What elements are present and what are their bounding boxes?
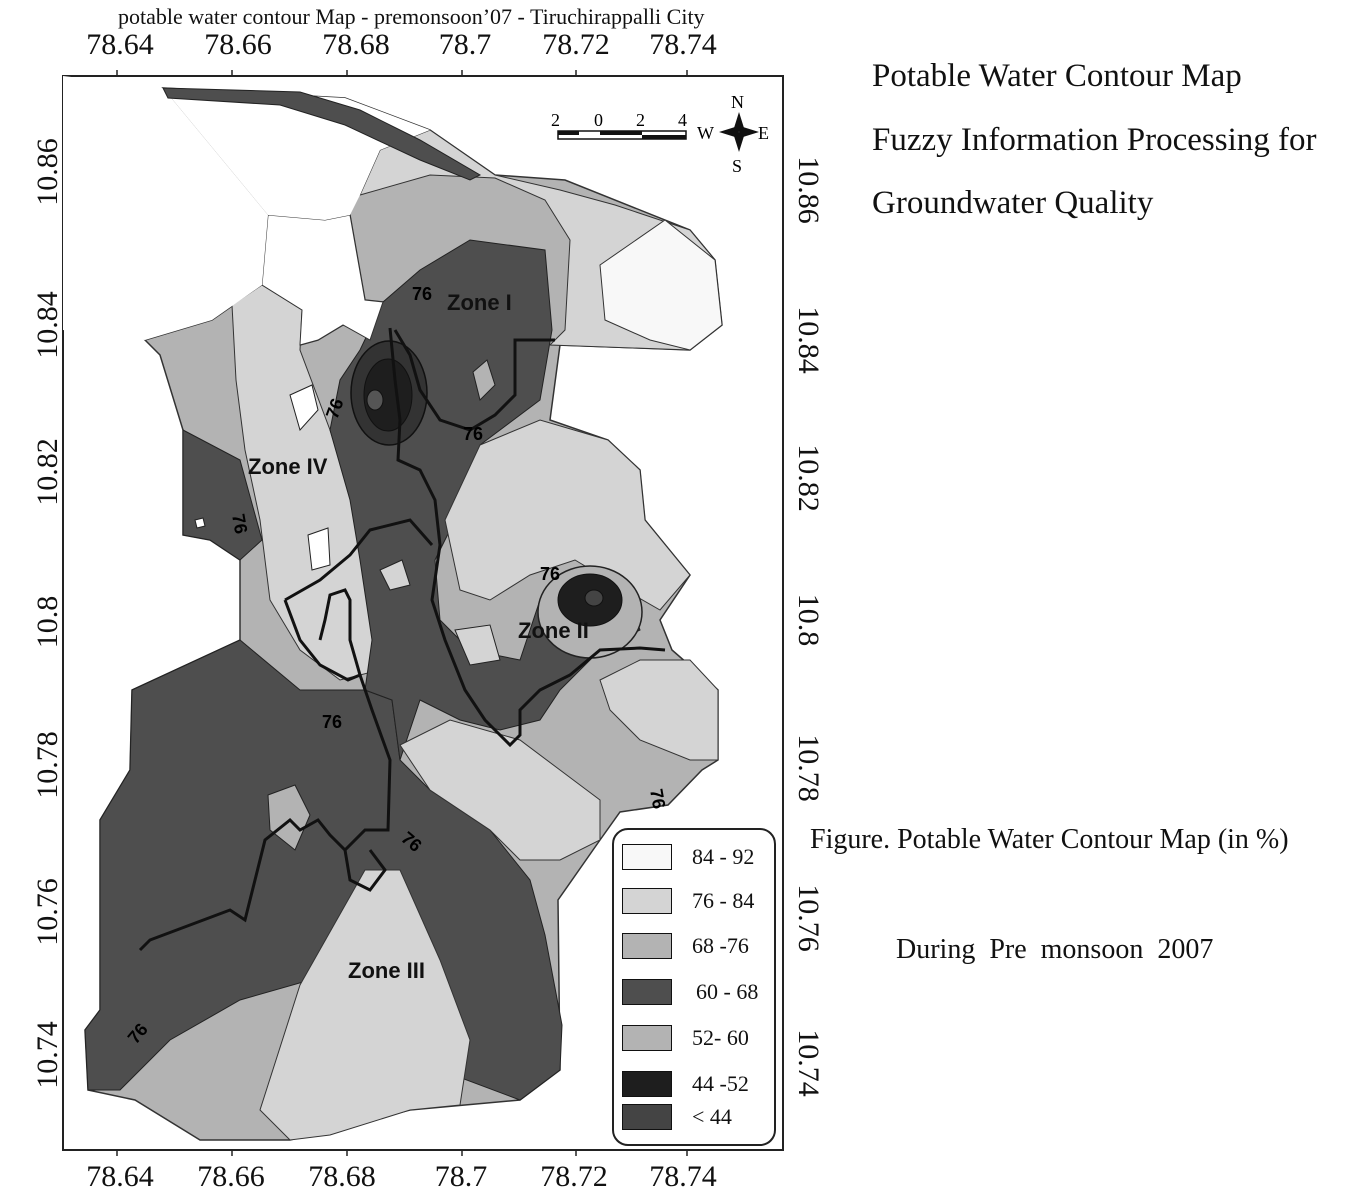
legend-swatch (622, 844, 672, 870)
x-tick-bottom-1: 78.64 (86, 1160, 154, 1193)
contour-label-6: 76 (322, 712, 342, 732)
x-tick-top-3: 78.68 (322, 28, 390, 61)
x-tick-top-2: 78.66 (204, 28, 272, 61)
zone-light-southeast (599, 659, 719, 761)
south-label: S (732, 156, 742, 176)
x-tick-bottom-6: 78.74 (649, 1160, 717, 1193)
legend-item: 52- 60 (622, 1023, 772, 1053)
contour-label-1: 76 (412, 284, 432, 304)
y-tick-right-6: 10.76 (792, 884, 825, 952)
scale-label-4: 4 (678, 110, 687, 130)
contour-label-8: 76 (646, 787, 669, 810)
city-boundary-road (388, 327, 666, 748)
side-title-line-2: Fuzzy Information Processing for (872, 122, 1317, 158)
x-tick-top-4: 78.7 (438, 28, 492, 61)
patch-small-7 (194, 517, 206, 529)
patch-small-3 (307, 527, 331, 571)
road-west-loop (283, 518, 434, 682)
blank-northwest (63, 76, 268, 340)
y-tick-right-1: 10.86 (792, 156, 825, 224)
zone-iii-label: Zone III (348, 958, 425, 983)
y-tick-left-5: 10.78 (31, 731, 64, 799)
zone-ii-center (584, 589, 604, 607)
legend-label: < 44 (692, 1104, 732, 1129)
legend-label: 84 - 92 (692, 844, 755, 869)
north-arrow-icon: N E S W (697, 92, 769, 176)
y-tick-left-2: 10.84 (31, 291, 64, 359)
y-tick-right-5: 10.78 (792, 734, 825, 802)
zone-iii-area (259, 869, 471, 1141)
figure-caption: Figure. Potable Water Contour Map (in %) (810, 824, 1289, 855)
zone-dark-west (182, 429, 263, 561)
legend-swatch (622, 979, 672, 1005)
scale-label-0: 0 (594, 110, 603, 130)
y-tick-right-4: 10.8 (792, 593, 825, 647)
legend-label: 68 -76 (692, 933, 749, 958)
patch-small-6 (267, 784, 311, 851)
y-tick-right-2: 10.84 (792, 306, 825, 374)
legend-swatch (622, 888, 672, 914)
side-title-line-3: Groundwater Quality (872, 185, 1154, 221)
west-label: W (697, 123, 714, 143)
figure-subcaption: During Pre monsoon 2007 (896, 934, 1214, 965)
x-tick-bottom-5: 78.72 (540, 1160, 608, 1193)
legend-item: 60 - 68 (622, 977, 772, 1007)
contour-label-3: 76 (463, 424, 483, 444)
legend-item: 76 - 84 (622, 886, 772, 916)
legend-label: 60 - 68 (696, 979, 759, 1004)
legend-label: 52- 60 (692, 1025, 749, 1050)
zone-i-label: Zone I (447, 290, 512, 315)
patch-small-1 (472, 359, 496, 401)
axis-ticks (116, 70, 688, 1156)
zone-iv-label: Zone IV (248, 454, 328, 479)
scale-label-2a: 2 (551, 110, 560, 130)
contour-label-5: 76 (540, 564, 560, 584)
legend-item: 84 - 92 (622, 842, 772, 872)
zone-light-east (444, 419, 691, 611)
x-tick-top-1: 78.64 (86, 28, 154, 61)
legend-swatch (622, 1025, 672, 1051)
y-tick-left-1: 10.86 (31, 138, 64, 206)
scale-label-2b: 2 (636, 110, 645, 130)
road-south-small (343, 849, 387, 892)
contour-label-4: 76 (228, 512, 251, 535)
zone-i-center (366, 389, 384, 411)
east-label: E (758, 123, 769, 143)
zone-ii-label: Zone II (518, 618, 589, 643)
patch-small-4 (379, 559, 411, 591)
legend-label: 76 - 84 (692, 888, 755, 913)
legend-swatch (622, 1071, 672, 1097)
legend-item: < 44 (622, 1102, 772, 1132)
x-tick-bottom-2: 78.66 (197, 1160, 265, 1193)
map-title: potable water contour Map - premonsoon’0… (118, 4, 705, 29)
legend-label: 44 -52 (692, 1071, 749, 1096)
x-tick-top-6: 78.74 (649, 28, 717, 61)
y-tick-left-3: 10.82 (31, 438, 64, 506)
y-tick-left-4: 10.8 (31, 595, 64, 649)
y-tick-left-6: 10.76 (31, 878, 64, 946)
road-north-loop (393, 329, 555, 432)
side-title-line-1: Potable Water Contour Map (872, 58, 1242, 94)
zone-dark-north (162, 87, 482, 181)
patch-small-2 (289, 384, 319, 432)
map-frame (62, 75, 784, 1151)
y-tick-right-3: 10.82 (792, 444, 825, 512)
north-label: N (731, 92, 744, 112)
x-tick-bottom-3: 78.68 (308, 1160, 376, 1193)
patch-84-92-northeast (599, 219, 723, 351)
scale-bar: 2 0 2 4 (551, 110, 687, 140)
road-south (138, 674, 392, 952)
y-tick-left-7: 10.74 (31, 1021, 64, 1089)
legend-item: 68 -76 (622, 931, 772, 961)
legend: 84 - 92 76 - 84 68 -76 60 - 68 52- 60 44… (612, 828, 776, 1146)
legend-swatch (622, 933, 672, 959)
legend-item: 44 -52 (622, 1069, 772, 1099)
y-tick-right-7: 10.74 (792, 1029, 825, 1097)
legend-swatch (622, 1104, 672, 1130)
x-tick-top-5: 78.72 (542, 28, 610, 61)
x-tick-bottom-4: 78.7 (434, 1160, 488, 1193)
patch-small-5 (454, 624, 501, 666)
